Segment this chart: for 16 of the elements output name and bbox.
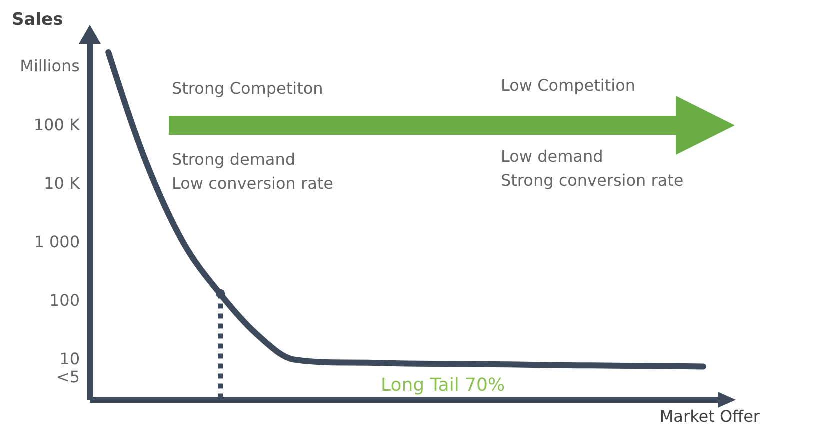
annotation: Strong demand bbox=[172, 150, 296, 169]
y-tick-label: 1 000 bbox=[34, 232, 80, 252]
y-tick-label: 10 bbox=[60, 350, 80, 369]
y-tick-label: 100 bbox=[49, 291, 80, 310]
y-tick-label: 10 K bbox=[44, 174, 81, 193]
annotation: Low conversion rate bbox=[172, 174, 334, 193]
y-tick-label: <5 bbox=[56, 367, 80, 386]
annotation: Low Competition bbox=[501, 76, 636, 95]
annotation: Strong conversion rate bbox=[501, 171, 684, 190]
annotation: Strong Competiton bbox=[172, 79, 324, 98]
annotation: Low demand bbox=[501, 147, 604, 166]
annotation: Long Tail 70% bbox=[381, 375, 506, 396]
y-tick-label: 100 K bbox=[34, 115, 80, 134]
y-tick-label: Millions bbox=[20, 56, 80, 76]
y-axis-title: Sales bbox=[12, 10, 64, 30]
x-axis-title: Market Offer bbox=[660, 407, 760, 426]
